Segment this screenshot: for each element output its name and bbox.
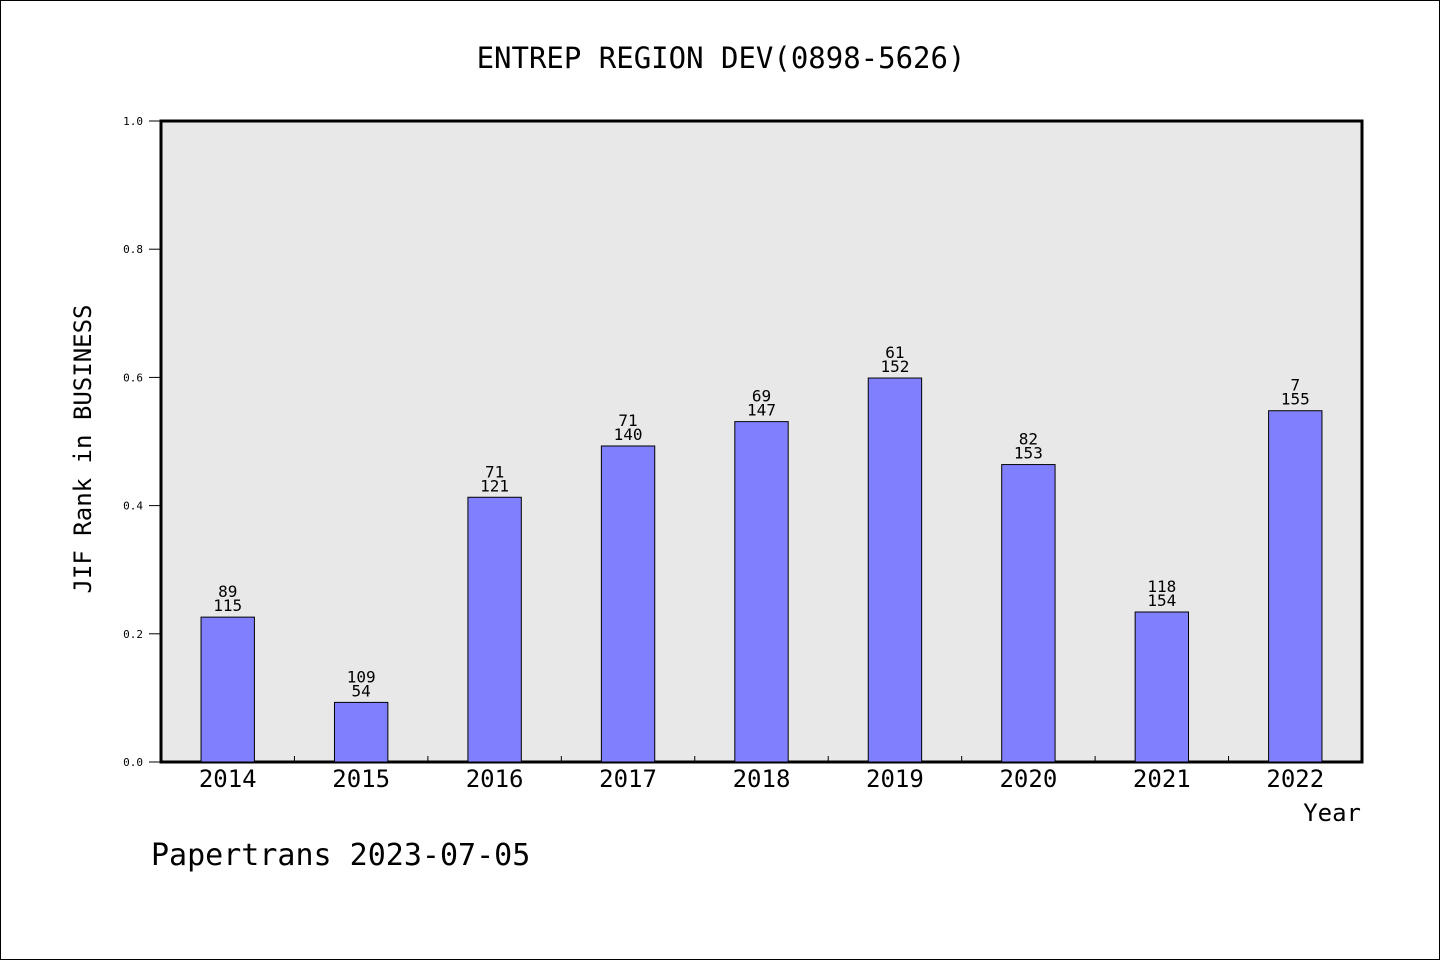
footer-credit: Papertrans 2023-07-05 — [151, 838, 530, 873]
x-tick-label: 2020 — [999, 765, 1057, 793]
bar-total-label: 115 — [213, 596, 242, 615]
bar-total-label: 153 — [1014, 444, 1043, 463]
x-tick-label: 2019 — [866, 765, 924, 793]
x-tick-label: 2021 — [1133, 765, 1191, 793]
bar-2017 — [600, 445, 656, 763]
bar-2022 — [1268, 410, 1323, 763]
bar-2018 — [734, 421, 789, 763]
bar-total-label: 154 — [1147, 591, 1176, 610]
y-tick-label: 1.0 — [123, 115, 143, 128]
y-tick-label: 0.4 — [123, 500, 143, 513]
bar-rank-label: 82 — [1019, 430, 1038, 449]
bar-total-label: 155 — [1281, 390, 1310, 409]
bar-rank-label: 7 — [1290, 376, 1300, 395]
bar-total-label: 121 — [480, 476, 509, 495]
bar-rank-label: 69 — [752, 387, 771, 406]
y-tick-label: 0.6 — [123, 371, 143, 384]
bar-rank-label: 118 — [1147, 577, 1176, 596]
bar-2021 — [1134, 611, 1190, 763]
bar-rank-label: 71 — [485, 462, 504, 481]
x-tick-label: 2022 — [1266, 765, 1324, 793]
bar-rank-label: 109 — [347, 667, 376, 686]
y-tick-label: 0.0 — [123, 756, 143, 769]
y-tick-label: 0.8 — [123, 243, 143, 256]
x-tick-label: 2016 — [466, 765, 524, 793]
chart-title: ENTREP REGION DEV(0898-5626) — [477, 41, 966, 75]
bar-total-label: 140 — [614, 425, 643, 444]
bar-2020 — [1001, 464, 1056, 763]
y-tick-label: 0.2 — [123, 628, 143, 641]
x-tick-label: 2015 — [332, 765, 390, 793]
bar-labels: 8911510954711217114069147611528215311815… — [213, 343, 1309, 700]
bar-rank-label: 71 — [618, 411, 637, 430]
x-tick-label: 2014 — [199, 765, 257, 793]
bar-total-label: 147 — [747, 401, 776, 420]
y-axis: 0.0 0.2 0.4 0.6 0.8 1.0 — [123, 115, 161, 769]
y-axis-label: JIF Rank in BUSINESS — [69, 305, 97, 594]
bars — [200, 377, 1323, 763]
bar-2015 — [333, 701, 389, 763]
x-tick-label: 2018 — [733, 765, 791, 793]
bar-rank-label: 89 — [218, 582, 237, 601]
bar-total-label: 54 — [352, 681, 371, 700]
x-axis: 2014 2015 2016 2017 2018 2019 2020 2021 2022 — [199, 756, 1324, 793]
bar-rank-label: 61 — [885, 343, 904, 362]
bar-2019 — [867, 377, 923, 763]
bar-2014 — [200, 616, 255, 763]
x-tick-label: 2017 — [599, 765, 657, 793]
x-axis-label: Year — [1303, 799, 1361, 827]
bar-2016 — [467, 496, 522, 763]
bar-total-label: 152 — [880, 357, 909, 376]
